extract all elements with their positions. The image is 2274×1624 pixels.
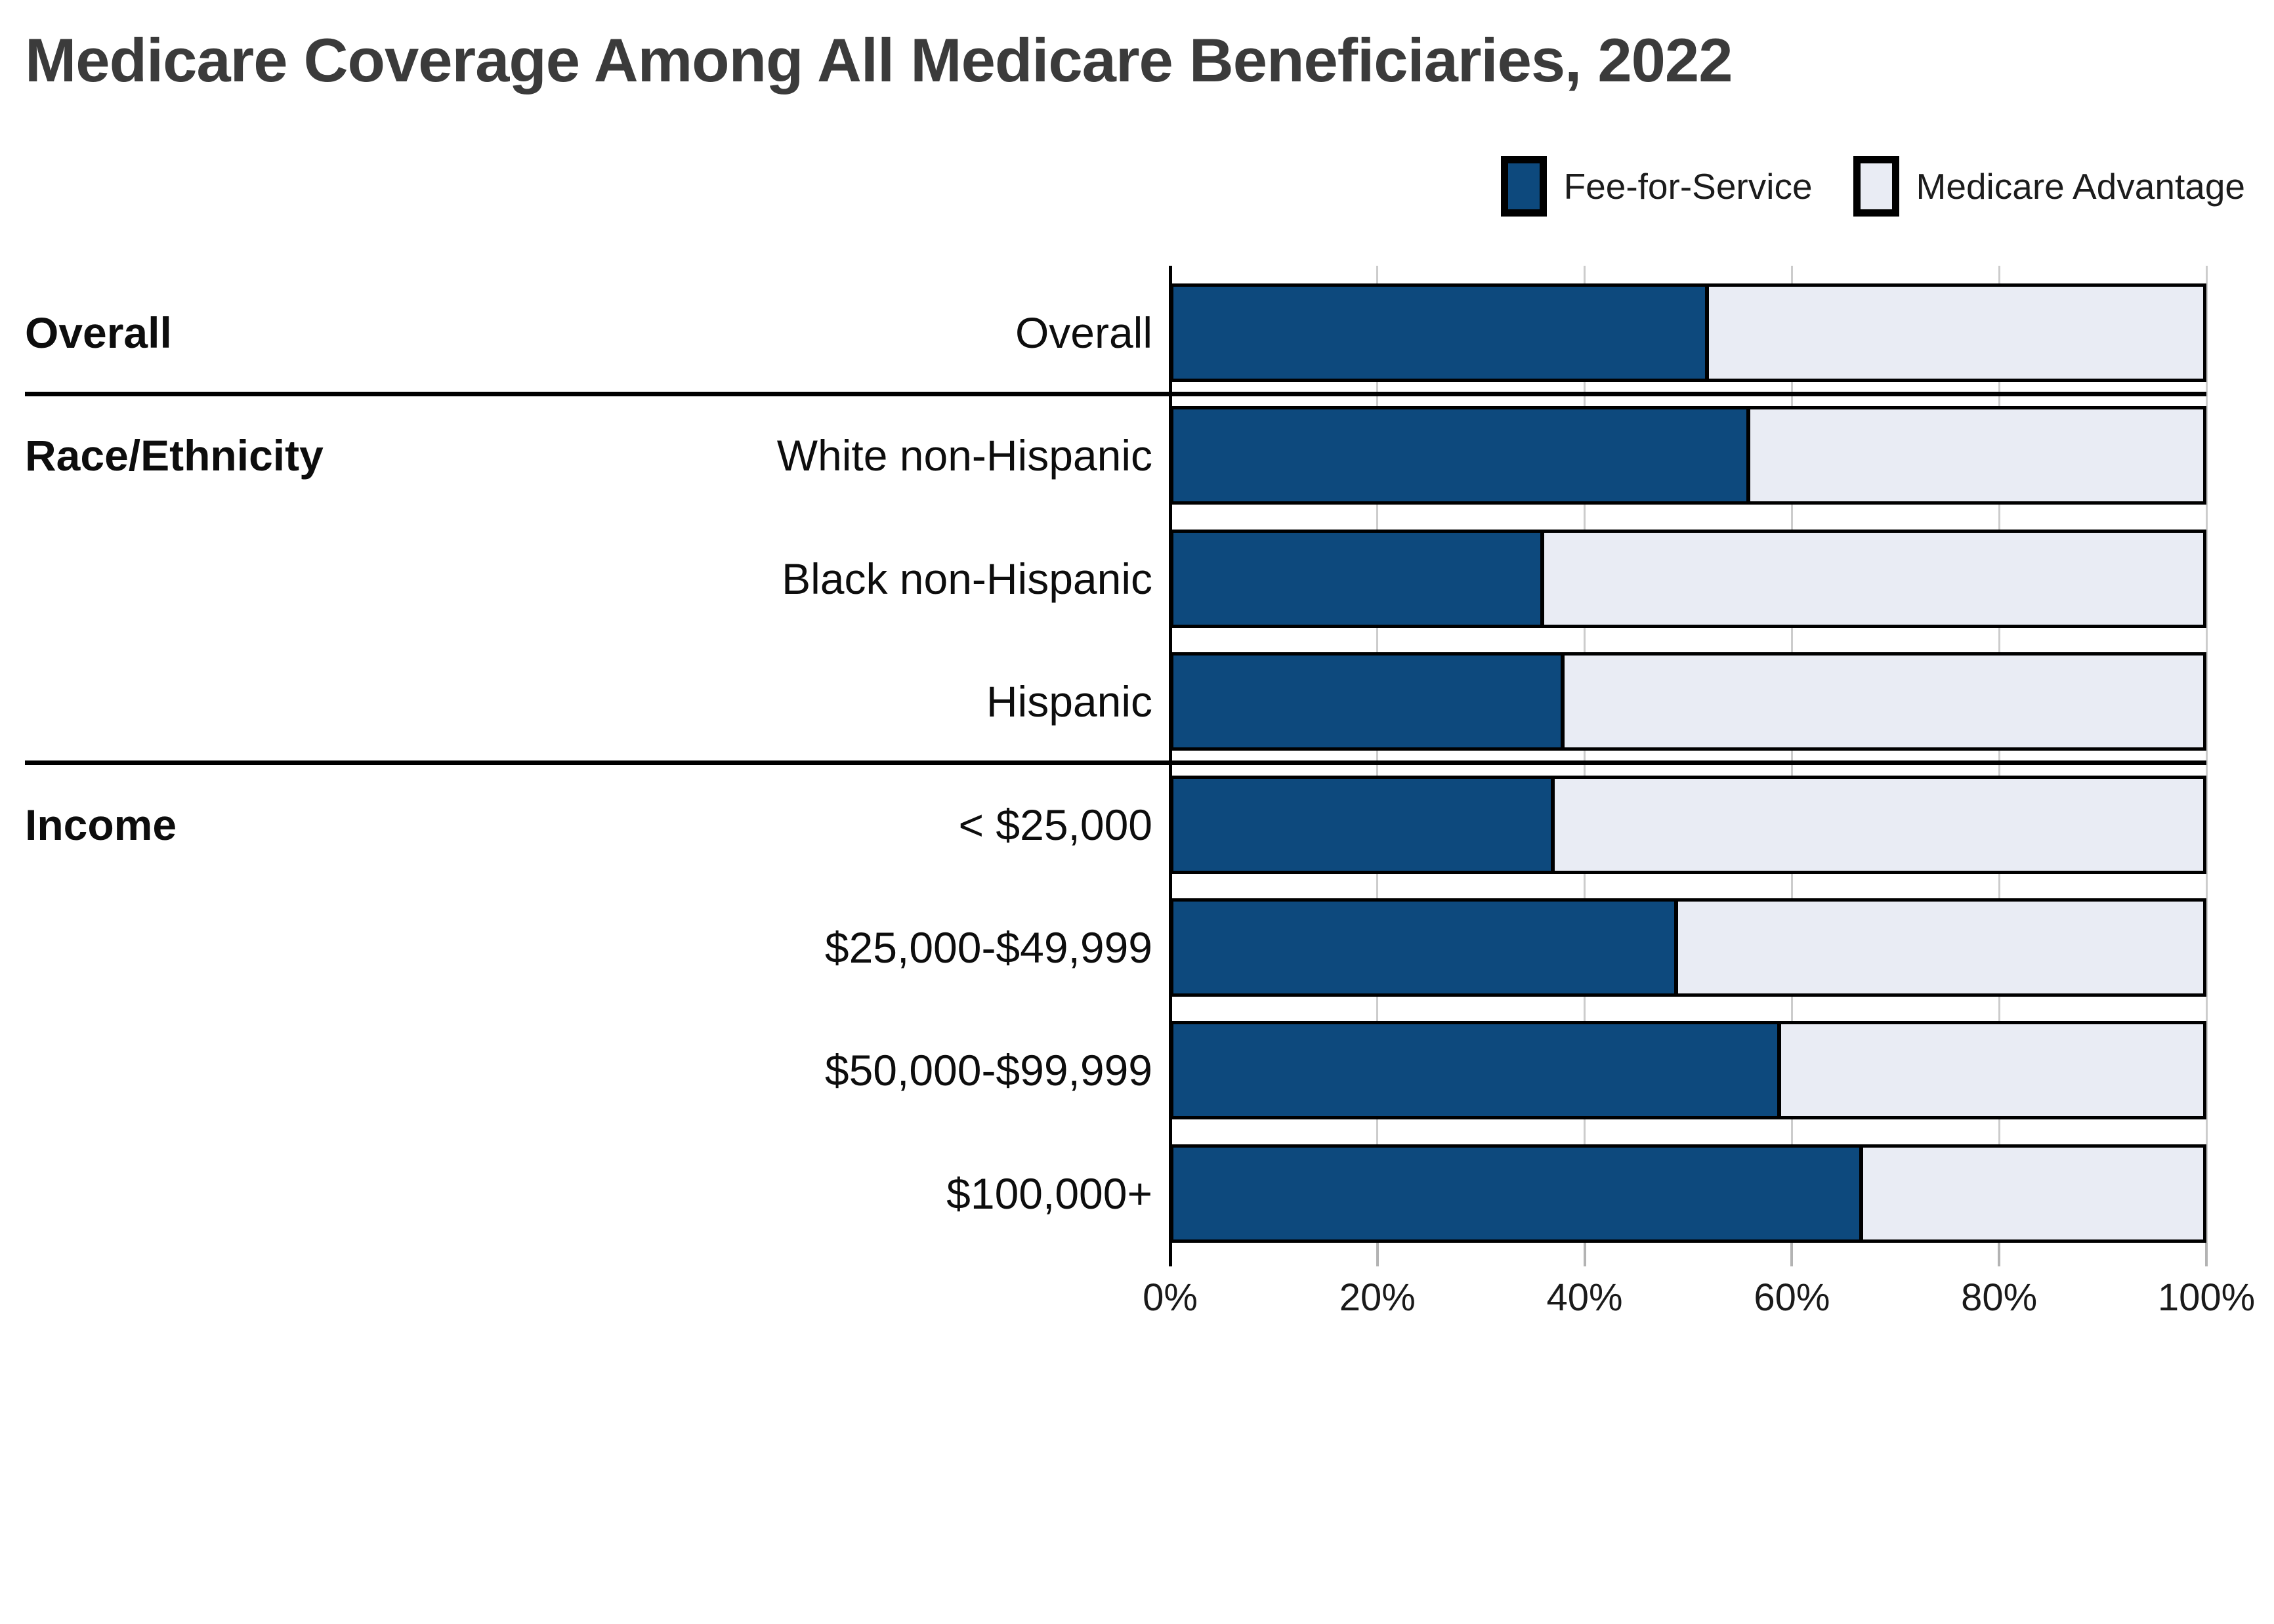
section-label: Race/Ethnicity [25,431,324,480]
legend-swatch-fee-for-service [1500,156,1547,217]
x-tick-label: 80% [1961,1276,2038,1319]
bar-segment-fee-for-service [1173,287,1709,379]
bar-row [1170,898,2206,997]
bar-segment-fee-for-service [1173,1147,1864,1239]
x-tick-label: 60% [1754,1276,1830,1319]
x-tick [1790,1243,1794,1266]
bar-segment-fee-for-service [1173,656,1565,748]
x-tick [1583,1243,1586,1266]
x-tick-label: 20% [1339,1276,1416,1319]
legend-swatch-medicare-advantage [1853,156,1899,217]
bar-row [1170,529,2206,628]
section-divider [25,760,2206,766]
section-label: Overall [25,308,172,357]
gridline [1790,266,1793,1243]
row-label: Hispanic [986,677,1152,726]
legend: Fee-for-Service Medicare Advantage [1500,156,2245,217]
bar-row [1170,1021,2206,1120]
bar-segment-fee-for-service [1173,1024,1781,1117]
x-tick-label: 0% [1143,1276,1198,1319]
bar-segment-fee-for-service [1173,532,1544,625]
gridline [1376,266,1379,1243]
bar-row [1170,283,2206,382]
x-tick [1998,1243,2001,1266]
row-label: Overall [1015,308,1152,357]
bar-row [1170,406,2206,505]
row-label: $25,000-$49,999 [824,923,1152,972]
bar-segment-fee-for-service [1173,778,1555,871]
gridline [2205,266,2208,1243]
legend-label-fee-for-service: Fee-for-Service [1563,166,1813,207]
gridline [1584,266,1586,1243]
x-tick [2205,1243,2208,1266]
section-label: Income [25,800,177,849]
row-label: < $25,000 [958,800,1152,849]
legend-label-medicare-advantage: Medicare Advantage [1916,166,2245,207]
gridline [1998,266,2000,1243]
row-label: $50,000-$99,999 [824,1046,1152,1095]
section-divider [25,392,2206,397]
bar-segment-fee-for-service [1173,902,1678,993]
x-tick [1376,1243,1379,1266]
x-tick-label: 100% [2157,1276,2256,1319]
legend-item-fee-for-service: Fee-for-Service [1500,156,1813,217]
bar-segment-fee-for-service [1173,409,1750,502]
chart-title: Medicare Coverage Among All Medicare Ben… [25,26,1733,94]
bar-row [1170,1144,2206,1243]
row-label: White non-Hispanic [776,431,1152,480]
bar-row [1170,652,2206,751]
y-axis-spine [1169,266,1172,1266]
row-label: $100,000+ [946,1169,1152,1218]
legend-item-medicare-advantage: Medicare Advantage [1853,156,2245,217]
row-label: Black non-Hispanic [782,554,1152,603]
x-tick-label: 40% [1546,1276,1623,1319]
bar-row [1170,775,2206,874]
